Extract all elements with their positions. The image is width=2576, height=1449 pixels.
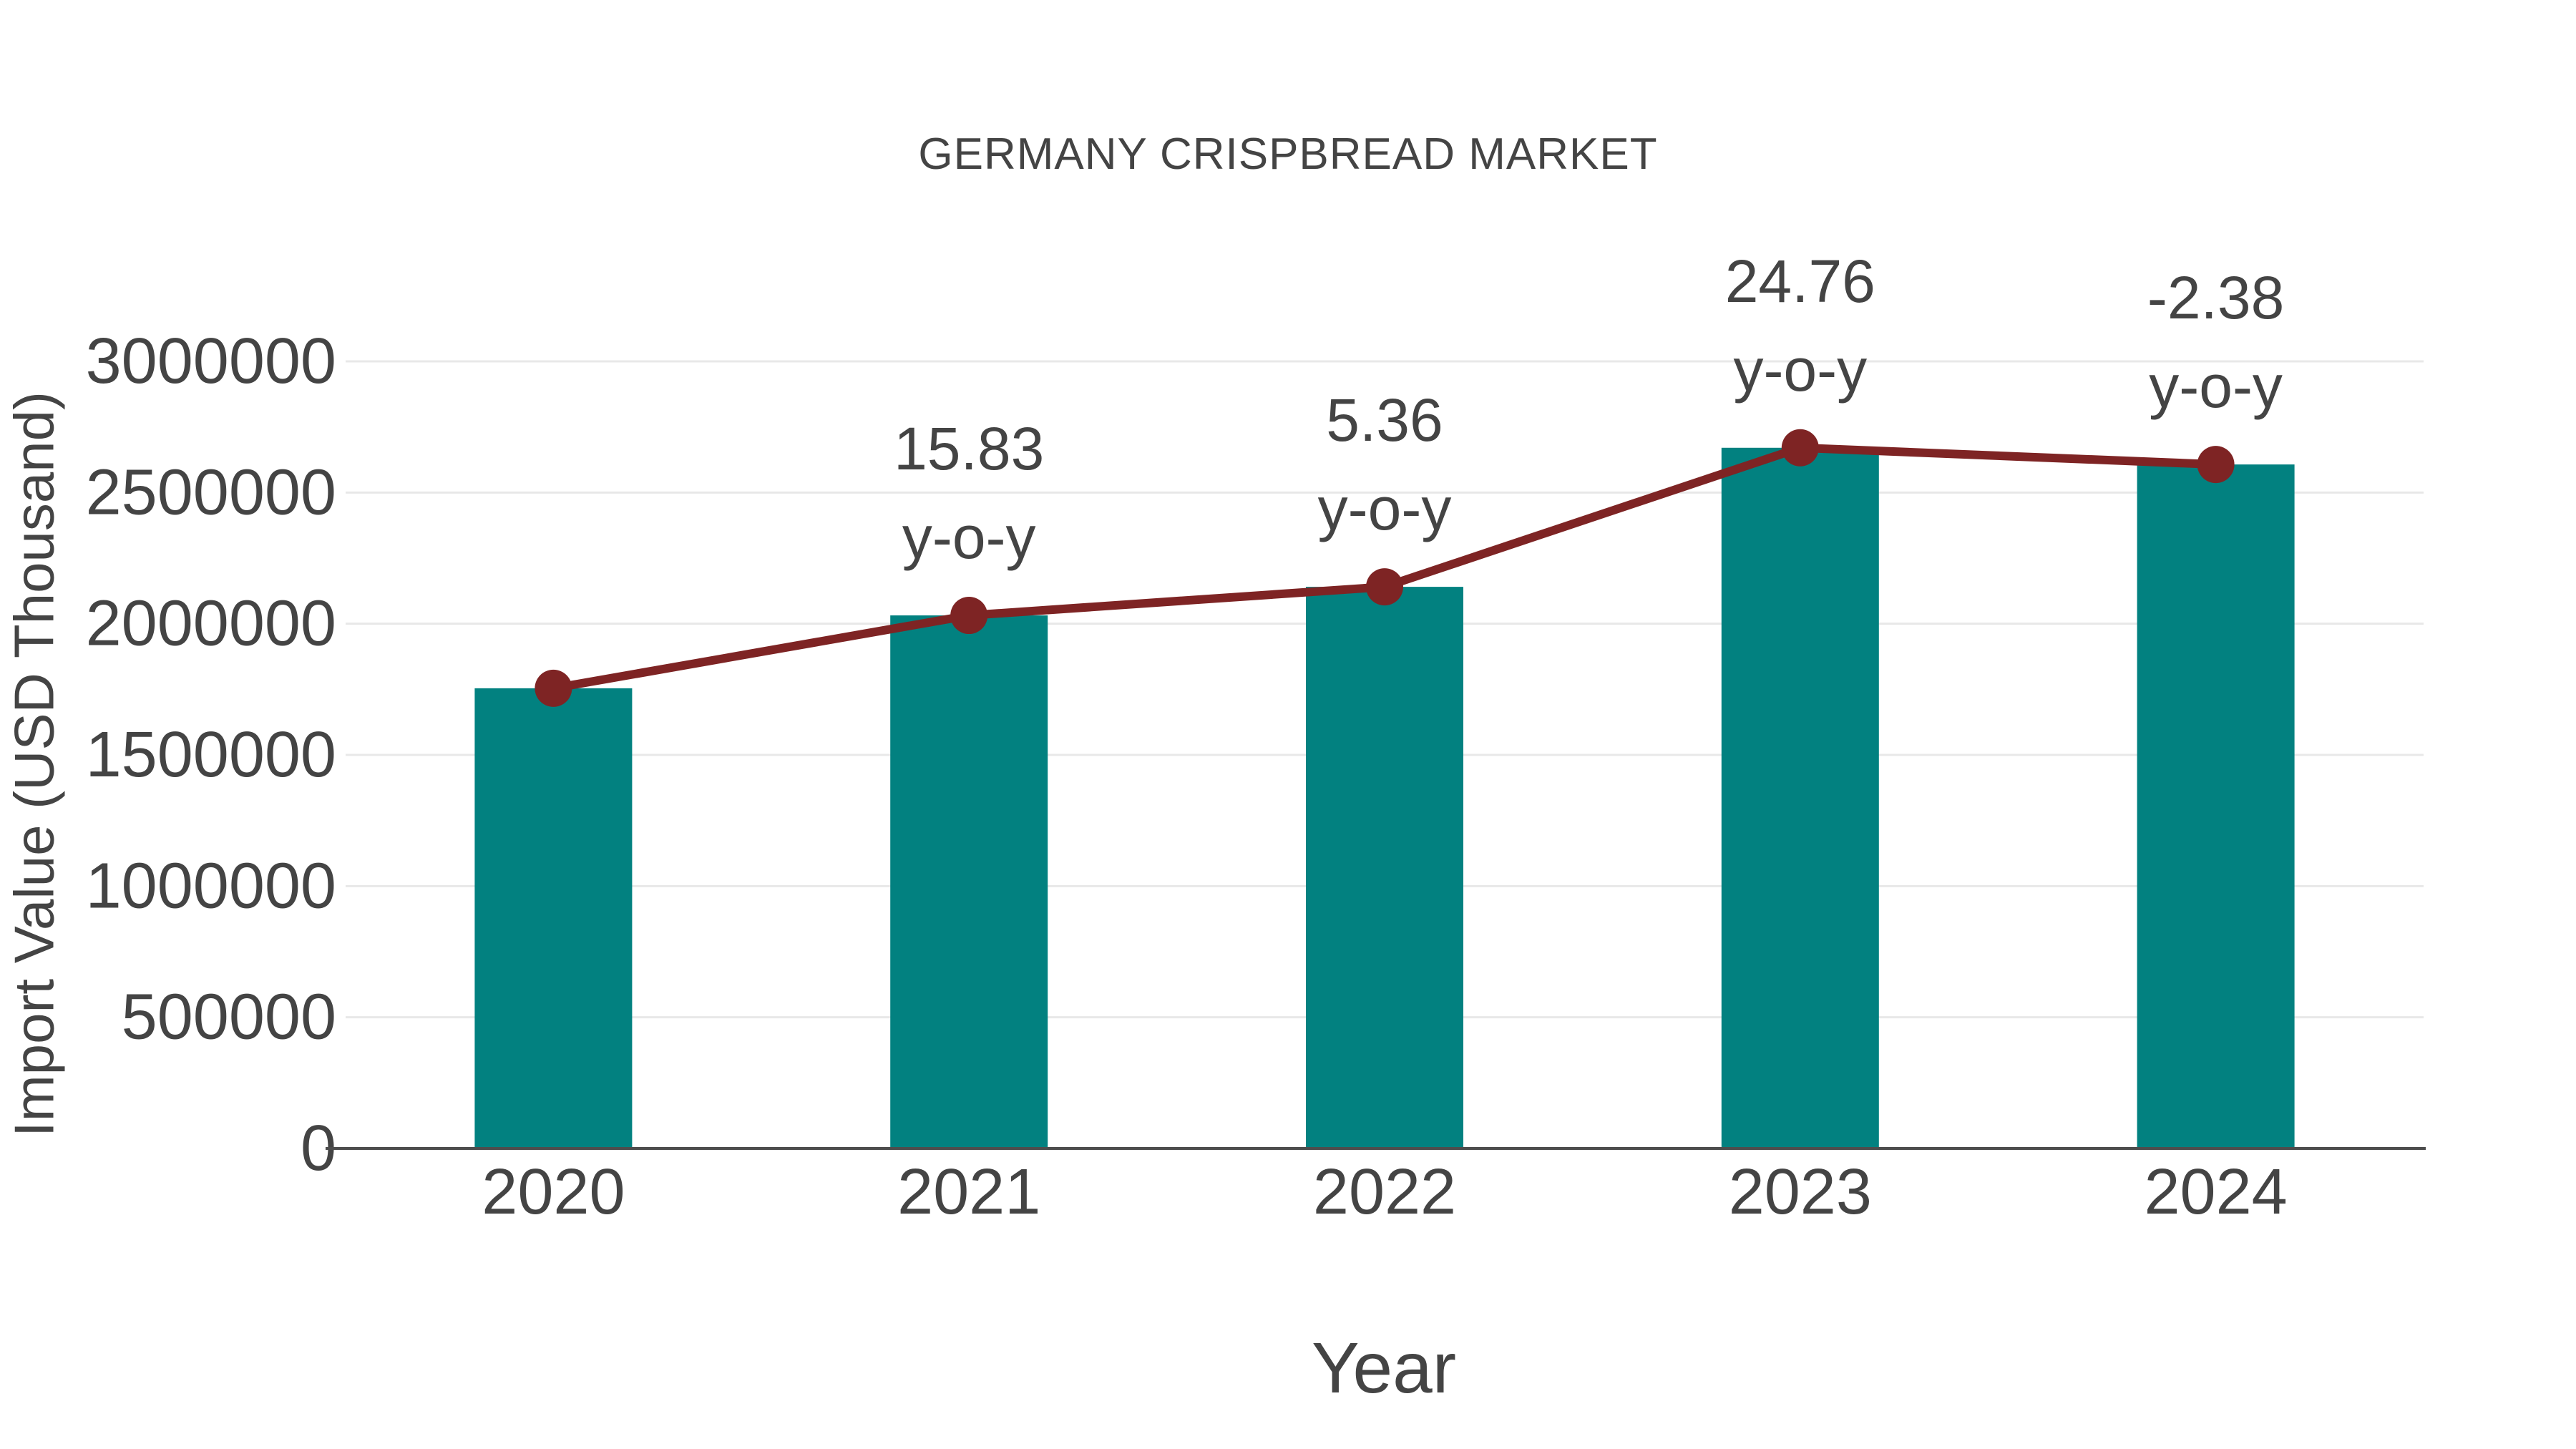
annotation-value-2022: 5.36 [1326, 386, 1443, 454]
x-tick-label-2022: 2022 [1313, 1156, 1456, 1228]
annotation-value-2024: -2.38 [2147, 264, 2284, 331]
annotation-label-2023: y-o-y [1733, 336, 1867, 404]
y-tick-label: 1500000 [86, 719, 336, 791]
y-tick-label: 2500000 [86, 457, 336, 528]
bar-2021 [890, 615, 1048, 1148]
annotation-value-2023: 24.76 [1725, 248, 1875, 315]
bar-2020 [474, 688, 633, 1148]
trend-marker-2024 [2197, 446, 2235, 484]
y-tick-label: 500000 [122, 982, 336, 1053]
y-axis-title: Import Value (USD Thousand) [2, 391, 66, 1137]
annotation-label-2024: y-o-y [2149, 353, 2283, 420]
x-tick-label-2020: 2020 [482, 1156, 625, 1228]
annotation-value-2021: 15.83 [894, 415, 1044, 482]
trend-marker-2020 [535, 669, 572, 707]
x-axis-title: Year [1311, 1328, 1457, 1408]
x-tick-label-2023: 2023 [1729, 1156, 1872, 1228]
x-tick-label-2024: 2024 [2144, 1156, 2287, 1228]
y-tick-label: 3000000 [86, 326, 336, 397]
annotation-label-2021: y-o-y [902, 504, 1036, 571]
annotation-label-2022: y-o-y [1318, 475, 1452, 542]
x-tick-label-2021: 2021 [897, 1156, 1040, 1228]
trend-marker-2021 [950, 597, 988, 635]
y-tick-label: 2000000 [86, 588, 336, 660]
bar-2022 [1306, 587, 1463, 1148]
chart-title: GERMANY CRISPBREAD MARKET [918, 130, 1658, 179]
trend-marker-2022 [1366, 568, 1403, 606]
bar-2023 [1721, 447, 1879, 1148]
y-tick-label: 1000000 [86, 850, 336, 922]
trend-marker-2023 [1781, 429, 1819, 467]
bar-2024 [2137, 464, 2295, 1148]
